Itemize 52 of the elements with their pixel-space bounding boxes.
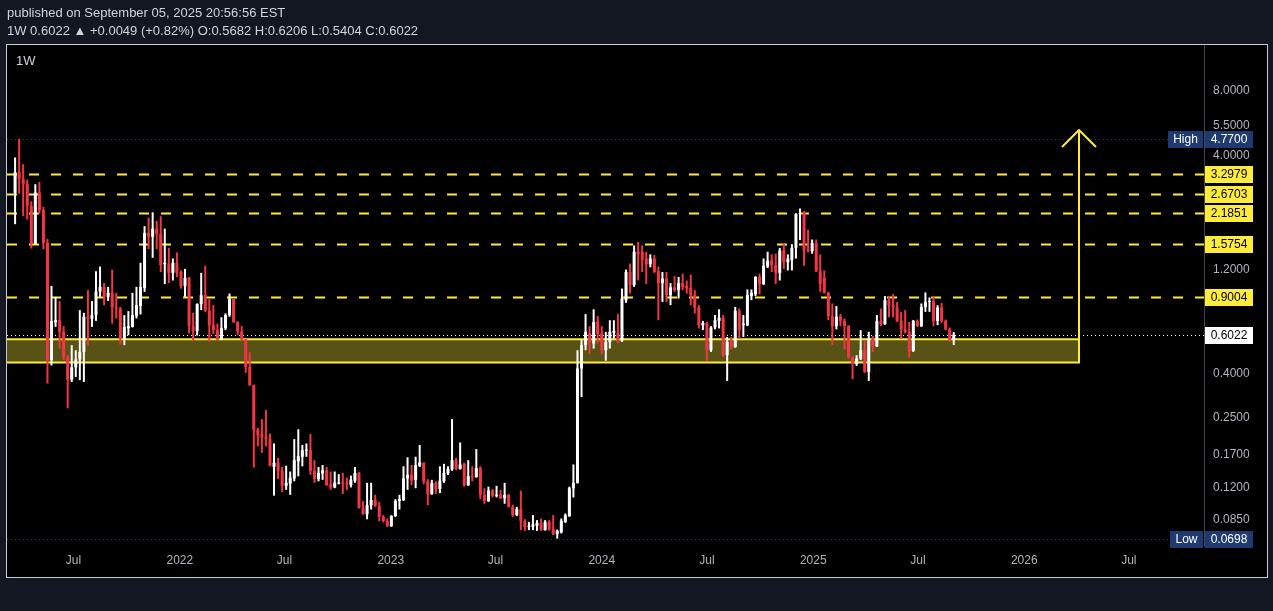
ref-line-label: 2.1851 bbox=[1210, 206, 1248, 221]
x-tick-label: 2022 bbox=[166, 552, 194, 567]
x-tick-label: 2024 bbox=[588, 552, 616, 567]
y-tick-label: 1.2000 bbox=[1213, 261, 1251, 276]
x-tick-label: Jul bbox=[65, 552, 82, 567]
chart-subtitle: 1W 0.6022 ▲ +0.0049 (+0.82%) O:0.5682 H:0.6206 L:0.5404 C:0.6022 bbox=[7, 23, 419, 38]
ref-line-label: 0.0698 bbox=[1210, 532, 1248, 547]
x-tick-label: Jul bbox=[699, 552, 715, 567]
annotation: Low bbox=[1175, 532, 1198, 547]
text: published on September 05, 2025 20:56:56 EST bbox=[7, 5, 286, 20]
x-tick-label: 2026 bbox=[1010, 552, 1038, 567]
y-tick-label: 0.4000 bbox=[1213, 365, 1251, 380]
candlestick bbox=[932, 296, 936, 327]
y-tick-label: 0.1700 bbox=[1213, 446, 1251, 461]
candlestick bbox=[927, 297, 931, 312]
candlestick bbox=[669, 283, 673, 306]
candlestick bbox=[345, 477, 349, 490]
candlestick bbox=[304, 443, 308, 457]
candlestick bbox=[402, 466, 405, 501]
text: 1W bbox=[16, 53, 36, 68]
y-tick-label: 0.2500 bbox=[1213, 410, 1251, 425]
candlestick bbox=[753, 276, 757, 297]
x-tick-label: Jul bbox=[1121, 552, 1137, 567]
ref-line-label: 1.5754 bbox=[1210, 237, 1248, 252]
candlestick bbox=[341, 472, 345, 494]
ref-line-label: 4.7700 bbox=[1210, 132, 1248, 147]
candlestick bbox=[491, 489, 495, 498]
candlestick bbox=[664, 272, 668, 302]
x-tick-label: Jul bbox=[487, 552, 504, 567]
ref-line-label: 3.2979 bbox=[1210, 167, 1248, 182]
candlestick bbox=[21, 164, 25, 217]
candlestick bbox=[228, 293, 232, 317]
annotation: High bbox=[1173, 132, 1198, 147]
y-tick-label: 8.0000 bbox=[1213, 82, 1251, 97]
y-tick-label: 4.0000 bbox=[1213, 148, 1251, 163]
candlestick bbox=[272, 443, 276, 496]
ref-line-label: 0.6022 bbox=[1210, 328, 1248, 343]
candlestick bbox=[260, 419, 264, 453]
y-tick-label: 5.5000 bbox=[1213, 117, 1251, 132]
ref-line-label: 2.6703 bbox=[1210, 187, 1248, 202]
candlestick bbox=[50, 285, 54, 366]
x-tick-label: Jul bbox=[276, 552, 293, 567]
candlestick bbox=[470, 466, 474, 482]
candlestick bbox=[843, 318, 846, 350]
ref-line-label: 0.9004 bbox=[1210, 290, 1248, 305]
y-tick-label: 0.0850 bbox=[1213, 512, 1251, 527]
candlestick bbox=[337, 474, 341, 485]
x-tick-label: Jul bbox=[910, 552, 926, 567]
candlestick bbox=[86, 290, 90, 346]
x-tick-label: 2023 bbox=[377, 552, 405, 567]
y-tick-label: 0.1200 bbox=[1213, 479, 1251, 494]
x-tick-label: 2025 bbox=[799, 552, 827, 567]
